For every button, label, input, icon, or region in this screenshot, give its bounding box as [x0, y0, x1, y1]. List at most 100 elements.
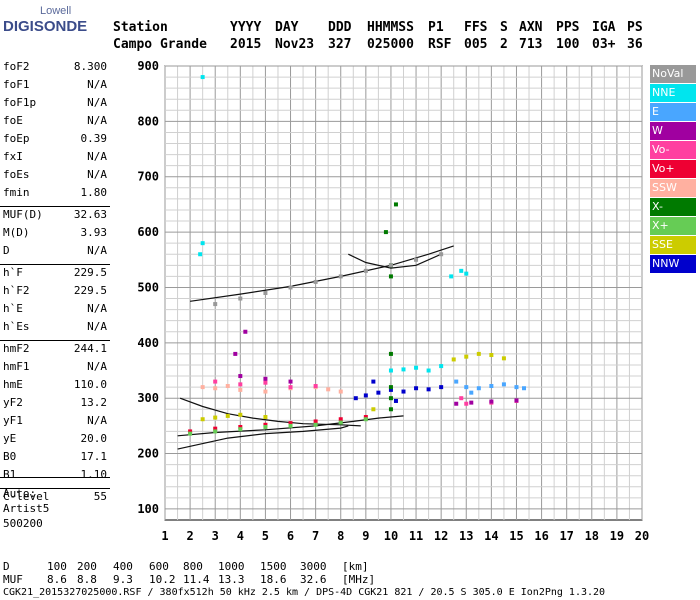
- param-name: h`Es: [3, 320, 30, 333]
- data-point: [426, 387, 431, 392]
- data-point: [243, 329, 248, 334]
- param-name: foF1: [3, 78, 30, 91]
- param-value: 110.0: [73, 378, 107, 391]
- data-point: [459, 396, 464, 401]
- x-tick-label: 15: [509, 529, 523, 543]
- data-point: [238, 424, 243, 429]
- header-label-ddd: DDD: [328, 20, 352, 35]
- param-value: N/A: [87, 414, 107, 427]
- footer-d-value: 600: [149, 560, 169, 573]
- footer-muf-label: MUF: [3, 573, 23, 586]
- data-point: [363, 393, 368, 398]
- data-point: [522, 386, 527, 391]
- x-tick-label: 5: [262, 529, 269, 543]
- data-point: [213, 302, 218, 307]
- param-value: N/A: [87, 302, 107, 315]
- footer-muf-value: 9.3: [113, 573, 133, 586]
- header-value-ddd: 327: [328, 37, 352, 52]
- param-value: 13.2: [80, 396, 108, 409]
- data-point: [439, 364, 444, 369]
- param-value: 17.1: [80, 450, 108, 463]
- data-point: [238, 387, 243, 392]
- legend-item: W: [650, 122, 696, 140]
- data-point: [388, 263, 393, 268]
- param-value: 229.5: [73, 284, 107, 297]
- x-tick-label: 19: [610, 529, 624, 543]
- data-point: [238, 427, 243, 432]
- data-point: [338, 420, 343, 425]
- param-name: yF1: [3, 414, 23, 427]
- footer-muf-value: 13.3: [218, 573, 245, 586]
- x-tick-label: 8: [337, 529, 344, 543]
- footer-muf-value: 10.2: [149, 573, 176, 586]
- data-point: [454, 379, 459, 384]
- legend-item: Vo+: [650, 160, 696, 178]
- digisonde-logo: DIGISONDE: [3, 18, 88, 35]
- footer-muf-value: 11.4: [183, 573, 210, 586]
- data-point: [476, 351, 481, 356]
- param-name: fxI: [3, 150, 23, 163]
- footer-d-value: 200: [77, 560, 97, 573]
- legend-item: SSE: [650, 236, 696, 254]
- param-value: N/A: [87, 150, 107, 163]
- data-point: [313, 422, 318, 427]
- param-name: yE: [3, 432, 17, 445]
- legend-item: X+: [650, 217, 696, 235]
- data-point: [288, 423, 293, 428]
- data-point: [459, 268, 464, 273]
- data-point: [213, 429, 218, 434]
- data-point: [225, 413, 230, 418]
- x-tick-label: 4: [237, 529, 244, 543]
- param-separator: [0, 340, 110, 341]
- data-point: [338, 389, 343, 394]
- x-tick-label: 2: [186, 529, 193, 543]
- data-point: [489, 353, 494, 358]
- data-point: [388, 368, 393, 373]
- x-tick-label: 16: [534, 529, 548, 543]
- data-point: [514, 398, 519, 403]
- data-point: [288, 379, 293, 384]
- y-tick-label: 600: [137, 225, 159, 239]
- header-value-station: Campo Grande: [113, 37, 207, 52]
- param-name: hmF2: [3, 342, 30, 355]
- data-point: [326, 387, 331, 392]
- param-value: 3.93: [80, 226, 108, 239]
- param-separator: [0, 477, 110, 478]
- param-value: 32.63: [73, 208, 107, 221]
- x-tick-label: 17: [559, 529, 573, 543]
- data-point: [388, 407, 393, 412]
- param-name: M(D): [3, 226, 30, 239]
- data-point: [401, 389, 406, 394]
- auto-label: Auto:: [3, 487, 37, 500]
- data-point: [225, 384, 230, 389]
- param-name: fmin: [3, 186, 30, 199]
- header-value-s: 2: [500, 37, 508, 52]
- data-point: [464, 271, 469, 276]
- data-point: [388, 396, 393, 401]
- header-value-p1: RSF: [428, 37, 452, 52]
- header-label-station: Station: [113, 20, 168, 35]
- data-point: [371, 379, 376, 384]
- data-point: [476, 386, 481, 391]
- data-point: [383, 230, 388, 235]
- footer-muf-value: 8.8: [77, 573, 97, 586]
- data-point: [393, 202, 398, 207]
- param-value: 244.1: [73, 342, 107, 355]
- param-name: yF2: [3, 396, 23, 409]
- data-point: [414, 257, 419, 262]
- data-point: [454, 401, 459, 406]
- y-tick-label: 100: [137, 502, 159, 516]
- data-point: [514, 385, 519, 390]
- footer-muf-value: 32.6: [300, 573, 327, 586]
- data-point: [489, 399, 494, 404]
- x-tick-label: 7: [312, 529, 319, 543]
- auto-code: 500200: [3, 517, 43, 530]
- data-point: [213, 415, 218, 420]
- data-point: [233, 351, 238, 356]
- param-name: hmE: [3, 378, 23, 391]
- data-point: [288, 285, 293, 290]
- data-point: [388, 385, 393, 390]
- header-label-iga: IGA: [592, 20, 616, 35]
- param-name: foE: [3, 114, 23, 127]
- data-point: [238, 374, 243, 379]
